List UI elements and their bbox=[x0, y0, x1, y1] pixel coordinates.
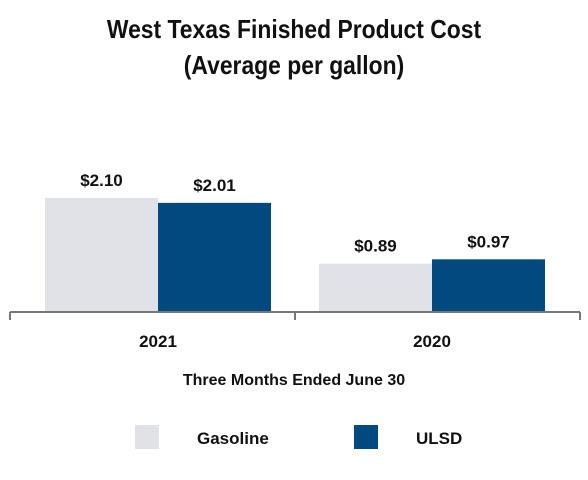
data-label: $2.01 bbox=[193, 176, 236, 195]
bar-ulsd-2020 bbox=[432, 259, 545, 312]
bar-gasoline-2020 bbox=[319, 263, 432, 312]
data-label: $0.97 bbox=[467, 232, 510, 251]
x-axis-label: Three Months Ended June 30 bbox=[183, 372, 405, 389]
data-label: $2.10 bbox=[80, 171, 123, 190]
legend-label-gasoline: Gasoline bbox=[197, 429, 269, 448]
data-label: $0.89 bbox=[354, 237, 397, 256]
legend-swatch-ulsd bbox=[354, 425, 378, 449]
chart-subtitle: (Average per gallon) bbox=[183, 50, 405, 80]
bar-ulsd-2021 bbox=[158, 202, 271, 312]
bar-gasoline-2021 bbox=[45, 197, 158, 312]
x-tick-label: 2021 bbox=[139, 332, 177, 351]
legend-label-ulsd: ULSD bbox=[416, 429, 462, 448]
chart-title: West Texas Finished Product Cost bbox=[106, 14, 482, 44]
legend-swatch-gasoline bbox=[135, 425, 159, 449]
x-tick-label: 2020 bbox=[413, 332, 451, 351]
